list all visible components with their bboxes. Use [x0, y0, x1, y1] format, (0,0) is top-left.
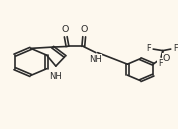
- Text: O: O: [80, 25, 88, 34]
- Text: O: O: [162, 54, 170, 63]
- Text: NH: NH: [49, 72, 62, 81]
- Text: F: F: [146, 44, 151, 53]
- Text: NH: NH: [89, 55, 101, 64]
- Text: F: F: [173, 44, 177, 53]
- Text: F: F: [158, 59, 163, 68]
- Text: O: O: [61, 25, 69, 34]
